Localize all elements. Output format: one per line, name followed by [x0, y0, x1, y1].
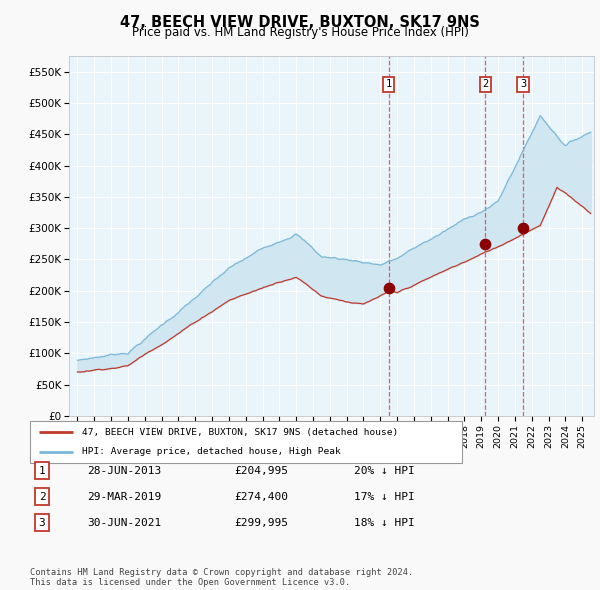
Text: 20% ↓ HPI: 20% ↓ HPI: [354, 466, 415, 476]
Text: 17% ↓ HPI: 17% ↓ HPI: [354, 492, 415, 502]
Text: Price paid vs. HM Land Registry's House Price Index (HPI): Price paid vs. HM Land Registry's House …: [131, 26, 469, 39]
Point: [384, 283, 394, 293]
Text: 2: 2: [38, 492, 46, 502]
Text: 29-MAR-2019: 29-MAR-2019: [87, 492, 161, 502]
Text: 28-JUN-2013: 28-JUN-2013: [87, 466, 161, 476]
Text: £204,995: £204,995: [234, 466, 288, 476]
Text: 1: 1: [38, 466, 46, 476]
FancyBboxPatch shape: [30, 421, 462, 463]
Text: HPI: Average price, detached house, High Peak: HPI: Average price, detached house, High…: [82, 447, 341, 456]
Text: £299,995: £299,995: [234, 518, 288, 527]
Text: £274,400: £274,400: [234, 492, 288, 502]
Point: [481, 240, 490, 249]
Text: 3: 3: [520, 79, 526, 89]
Point: [518, 224, 528, 233]
Text: 18% ↓ HPI: 18% ↓ HPI: [354, 518, 415, 527]
Text: 47, BEECH VIEW DRIVE, BUXTON, SK17 9NS (detached house): 47, BEECH VIEW DRIVE, BUXTON, SK17 9NS (…: [82, 428, 398, 437]
Text: Contains HM Land Registry data © Crown copyright and database right 2024.
This d: Contains HM Land Registry data © Crown c…: [30, 568, 413, 587]
Text: 30-JUN-2021: 30-JUN-2021: [87, 518, 161, 527]
Text: 2: 2: [482, 79, 488, 89]
Text: 1: 1: [385, 79, 392, 89]
Text: 3: 3: [38, 518, 46, 527]
Text: 47, BEECH VIEW DRIVE, BUXTON, SK17 9NS: 47, BEECH VIEW DRIVE, BUXTON, SK17 9NS: [120, 15, 480, 30]
